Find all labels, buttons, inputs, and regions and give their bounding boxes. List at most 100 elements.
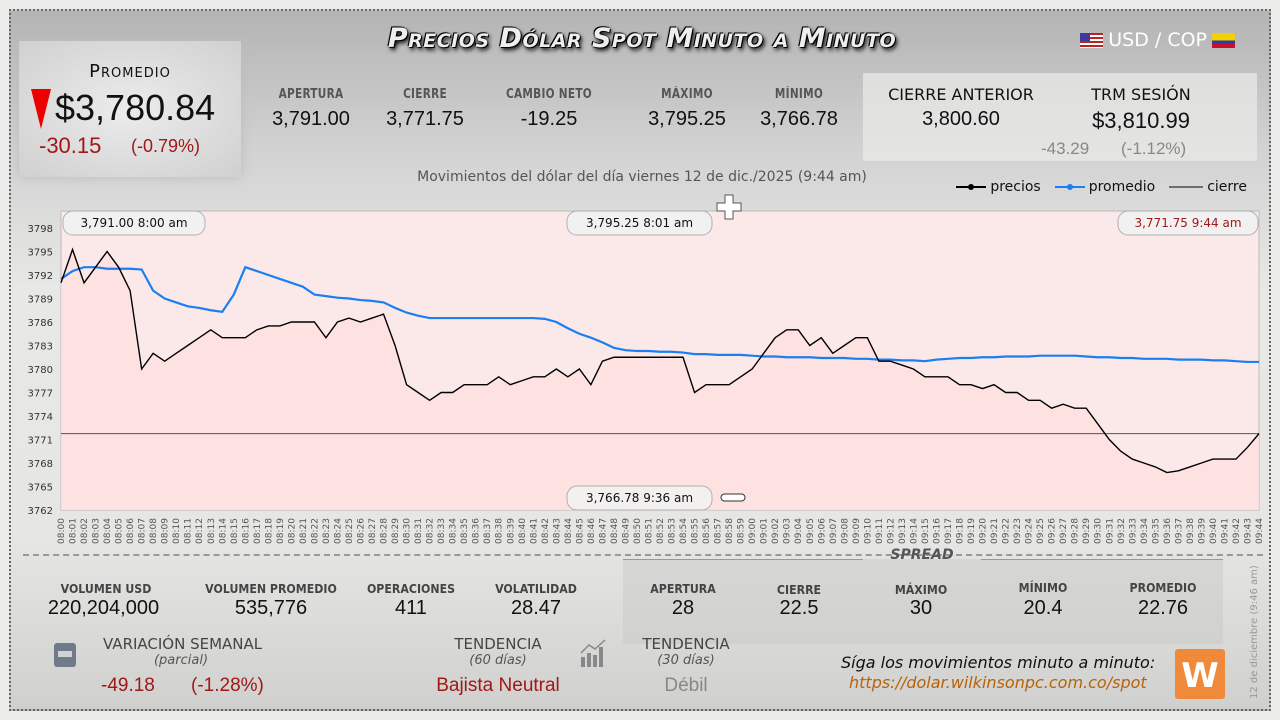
promedio-panel: Promedio $3,780.84 -30.15 (-0.79%) [19,41,241,177]
stat-label: MÁXIMO [661,87,713,102]
trend60-sub: (60 días) [469,653,527,668]
legend-line-icon [1054,184,1085,190]
weekly-sub: (parcial) [153,653,209,668]
x-tick-label: 09:12 [886,518,896,544]
follow-text: Síga los movimientos minuto a minuto: [841,653,1156,672]
x-tick-label: 09:32 [1117,518,1127,544]
x-tick-label: 08:57 [714,518,724,544]
stat-value: 3,795.25 [648,108,726,130]
x-tick-label: 08:29 [391,518,401,544]
divider [981,559,1223,560]
x-tick-label: 08:14 [218,518,228,544]
x-tick-label: 08:01 [69,518,79,544]
legend-cierre[interactable]: cierre [1169,179,1247,195]
stat-label: CIERRE [403,87,447,102]
price-chart[interactable]: 3798 3795 3792 3789 3786 3783 3780 3777 3774 3771… [11,191,1271,551]
x-tick-label: 09:19 [967,518,977,544]
spread-label: MÁXIMO [894,582,948,597]
annotation-box [62,210,206,236]
metric-value: 535,776 [234,597,308,619]
legend-label: promedio [1088,179,1156,195]
scroll-handle [720,493,746,502]
trend30-value: Débil [664,675,708,696]
annotation-box [566,210,713,236]
x-tick-label: 09:42 [1232,518,1242,544]
x-tick-label: 09:14 [909,518,919,544]
y-tick-label: 3786 [28,318,53,329]
x-tick-label: 09:17 [944,518,954,544]
x-tick-label: 09:29 [1082,518,1092,544]
stat-cierre: CIERRE 3,771.75 [375,87,475,131]
y-tick-label: 3795 [28,248,53,259]
precios-area [61,249,1259,510]
trend60-value: Bajista Neutral [436,675,560,696]
stat-apertura: APERTURA 3,791.00 [261,87,361,131]
precios-line [60,247,1260,474]
x-tick-label: 09:22 [1002,518,1012,544]
spread-value: 22.5 [779,597,819,619]
x-tick-label: 08:37 [483,518,493,544]
x-tick-label: 09:01 [760,518,770,544]
x-tick-label: 08:45 [575,518,585,544]
x-tick-label: 08:38 [495,518,505,544]
x-tick-label: 08:12 [195,518,205,544]
x-tick-label: 08:03 [92,518,102,544]
weekly-pct: (-1.28%) [191,675,264,696]
legend-label: cierre [1207,179,1247,195]
x-tick-label: 09:11 [875,518,885,544]
arrow-down-icon [31,89,51,129]
spread-value: 22.76 [1137,597,1189,619]
stat-label: CAMBIO NETO [505,87,592,102]
stat-value: -19.25 [520,108,578,130]
metric-value: 411 [395,597,427,619]
x-tick-label: 08:05 [115,518,125,544]
x-tick-label: 09:41 [1220,518,1230,544]
x-tick-label: 09:36 [1163,518,1173,544]
spread-panel [623,559,1223,644]
x-tick-label: 08:04 [103,518,113,544]
spread-title: SPREAD [890,547,954,563]
promedio-label: Promedio [89,61,171,82]
x-tick-label: 09:21 [990,518,1000,544]
x-tick-label: 09:20 [979,518,989,544]
spread-label: APERTURA [650,581,716,596]
x-tick-label: 08:56 [702,518,712,544]
x-tick-label: 08:15 [230,518,240,544]
x-tick-label: 08:44 [564,518,574,544]
x-tick-label: 09:38 [1186,518,1196,544]
promedio-value: $3,780.84 [55,87,216,128]
legend-precios[interactable]: precios [956,179,1041,195]
annotation-box [1117,210,1259,236]
trm-label: TRM SESIÓN [1091,85,1191,104]
x-tick-label: 08:50 [633,518,643,544]
x-tick-label: 08:43 [552,518,562,544]
x-tick-label: 08:18 [264,518,274,544]
promedio-line [60,265,1259,364]
x-tick-label: 08:48 [610,518,620,544]
spot-link[interactable]: https://dolar.wilkinsonpc.com.co/spot [849,673,1147,692]
x-tick-label: 09:39 [1197,518,1207,544]
spread-label: PROMEDIO [1129,580,1197,595]
legend-line-icon [1169,186,1204,188]
x-tick-label: 08:40 [518,518,528,544]
metric-value: 28.47 [510,597,562,619]
trm-change: -43.29 [1041,139,1090,158]
x-tick-label: 08:31 [414,518,424,544]
y-tick-label: 3798 [28,224,53,235]
x-tick-label: 08:21 [299,518,309,544]
x-tick-label: 08:51 [644,518,654,544]
y-tick-label: 3789 [28,295,53,306]
prev-close: CIERRE ANTERIOR 3,800.60 [881,85,1041,131]
y-tick-label: 3792 [28,271,53,282]
x-tick-label: 08:55 [691,518,701,544]
x-tick-label: 09:16 [932,518,942,544]
legend-promedio[interactable]: promedio [1054,179,1156,195]
spread-value: 30 [909,597,933,619]
wilkinson-logo: W [1175,649,1225,699]
x-tick-label: 09:09 [852,518,862,544]
spread-label: CIERRE [776,582,822,597]
x-tick-label: 09:24 [1025,518,1035,544]
page-title: Precios Dólar Spot Minuto a Minuto [387,23,897,54]
annotation-label: 3,766.78 9:36 am [586,491,693,505]
stat-label: MÍNIMO [774,87,824,102]
